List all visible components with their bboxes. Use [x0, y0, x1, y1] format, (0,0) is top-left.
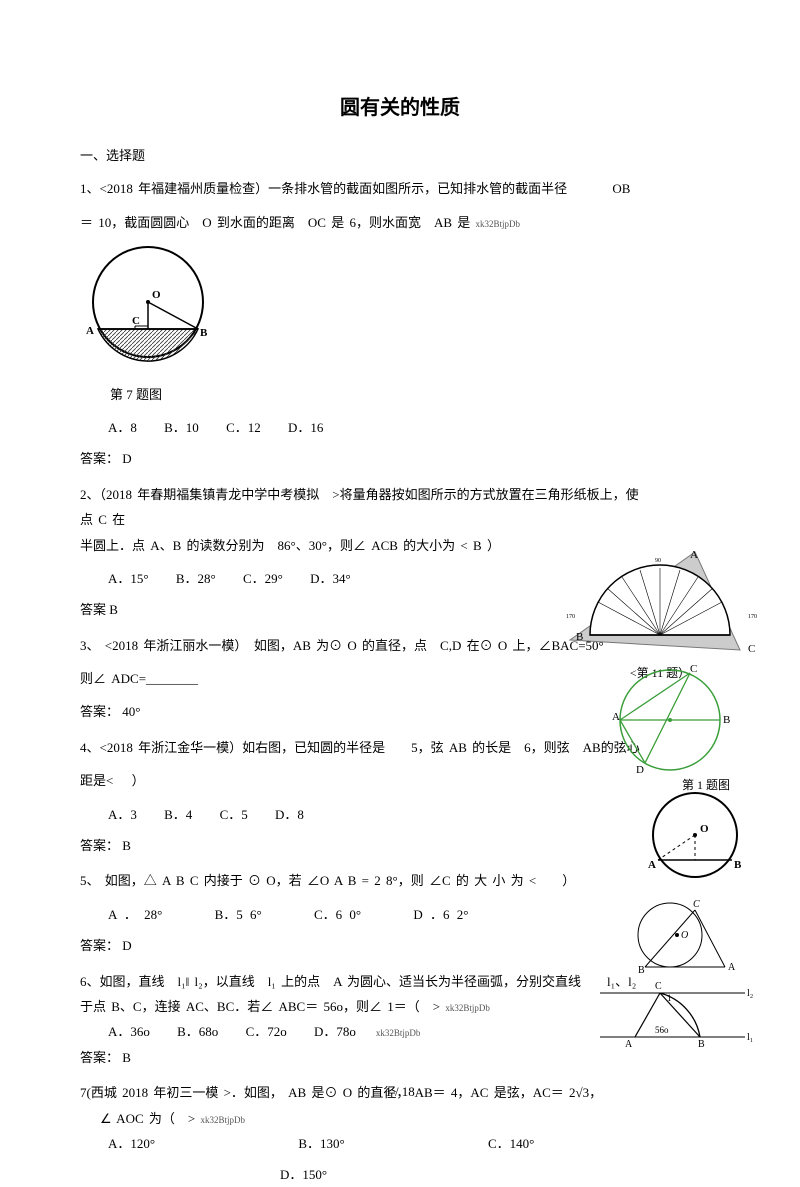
svg-text:170: 170 — [566, 614, 575, 620]
prot-B: B — [576, 631, 583, 643]
prot-C: C — [748, 643, 755, 655]
q7-fig-ang: 56o — [655, 1025, 669, 1035]
q2-choice-d: D．34° — [310, 567, 351, 590]
q6-A: A — [728, 962, 736, 973]
q4-choice-b: B．4 — [164, 803, 192, 826]
fig1-O: O — [152, 289, 161, 301]
section-heading: 一、选择题 — [80, 144, 720, 167]
prot-A: A — [690, 549, 698, 561]
q7-choice-d: D．150° — [280, 1163, 720, 1186]
q7-choice-c: C．140° — [488, 1132, 534, 1155]
q1-text-a: 1、<2018 年福建福州质量检查）一条排水管的截面如图所示，已知排水管的截面半… — [80, 181, 567, 196]
q7-text-b-row: ∠ AOC 为（ > xk32BtjpDb — [100, 1107, 720, 1130]
q4-choices: A．3 B．4 C．5 D．8 — [108, 803, 720, 826]
q1-choice-d: D．16 — [288, 416, 323, 439]
cab-B: B — [723, 714, 730, 726]
q2-text-b: 点 C 在 — [80, 508, 720, 531]
q1-caption: 第 7 题图 — [110, 383, 720, 406]
cab-A: A — [612, 711, 620, 723]
svg-text:90: 90 — [655, 558, 661, 564]
q5-choice-d: D ．6 2° — [413, 903, 468, 926]
q6-choice-b: B．68o — [177, 1020, 218, 1043]
q5-choice-c: C．6 0° — [314, 903, 361, 926]
q6-choice-c: C．72o — [246, 1020, 287, 1043]
circle-ab-figure: A B C D — [600, 660, 740, 787]
q1-choice-c: C．12 — [226, 416, 261, 439]
cab-C: C — [690, 663, 697, 675]
q4-answer: 答案： B — [80, 834, 720, 857]
oab-B: B — [734, 859, 742, 871]
svg-text:170: 170 — [748, 614, 757, 620]
cab-D: D — [636, 764, 644, 776]
fig1-B: B — [200, 327, 208, 339]
q6-text-b: 于点 B、C，连接 AC、BC．若∠ ABC＝ 56o，则∠ 1＝（ > — [80, 999, 440, 1014]
q1-trail: OB — [612, 181, 630, 196]
q6-d-small: xk32BtjpDb — [376, 1028, 421, 1038]
q7-l2: l₂ — [747, 988, 753, 999]
q7-choice-a: A．120° — [108, 1132, 155, 1155]
fig1-A: A — [86, 325, 94, 337]
q2-choice-a: A．15° — [108, 567, 149, 590]
q5-choice-b: B．5 6° — [215, 903, 262, 926]
q1-choice-a: A．8 — [108, 416, 137, 439]
q2-text-a: 2、（2018 年春期福集镇青龙中学中考模拟 >将量角器按如图所示的方式放置在三… — [80, 483, 720, 506]
fig1-C: C — [132, 315, 140, 327]
q7-fig-B: B — [698, 1039, 705, 1050]
q4-choice-d: D．8 — [275, 803, 304, 826]
q6-C: C — [693, 899, 700, 910]
q4-choice-a: A．3 — [108, 803, 137, 826]
q7-fig-C: C — [655, 981, 662, 992]
q7-small: xk32BtjpDb — [200, 1115, 245, 1125]
q2-choice-b: B．28° — [176, 567, 216, 590]
oab-O: O — [700, 823, 709, 835]
oab-A: A — [648, 859, 656, 871]
q7-text-b: ∠ AOC 为（ > — [100, 1111, 195, 1126]
q7-l1: l₁ — [747, 1032, 753, 1043]
q7-figure: l₂ l₁ A B C 1 56o — [595, 975, 755, 1062]
doc-title: 圆有关的性质 — [80, 90, 720, 126]
q2-choice-c: C．29° — [243, 567, 283, 590]
q7-fig-1: 1 — [667, 993, 672, 1003]
q1-small: xk32BtjpDb — [476, 219, 521, 229]
q1-text-b: ＝ 10，截面圆圆心 O 到水面的距离 OC 是 6，则水面宽 AB 是 — [80, 215, 470, 230]
page-footer: 1 / 18 — [0, 1080, 800, 1103]
q5-choice-a: A ． 28° — [108, 903, 162, 926]
circle-oab-figure: O A B — [640, 790, 750, 897]
q5-text-a: 5、 如图，△ A B C 内接于 ⊙ O，若 ∠O A B = 2 8°，则 … — [80, 869, 720, 892]
q1-answer: 答案： D — [80, 447, 720, 470]
q7-choices: A．120° B．130° C．140° — [108, 1132, 720, 1155]
q6-small: xk32BtjpDb — [445, 1003, 490, 1013]
q1-text: 1、<2018 年福建福州质量检查）一条排水管的截面如图所示，已知排水管的截面半… — [80, 177, 720, 200]
svg-text:O: O — [681, 930, 688, 941]
q1-choice-b: B．10 — [164, 416, 199, 439]
q1-text-b-row: ＝ 10，截面圆圆心 O 到水面的距离 OC 是 6，则水面宽 AB 是 xk3… — [80, 211, 720, 234]
q6-choice-d: D．78o — [314, 1020, 356, 1043]
q7-choice-b: B．130° — [298, 1132, 344, 1155]
q1-figure: O A B C — [80, 244, 720, 376]
q7-fig-A: A — [625, 1039, 633, 1050]
q1-choices: A．8 B．10 C．12 D．16 — [108, 416, 720, 439]
q4-choice-c: C．5 — [220, 803, 248, 826]
q6-choice-a: A．36o — [108, 1020, 150, 1043]
